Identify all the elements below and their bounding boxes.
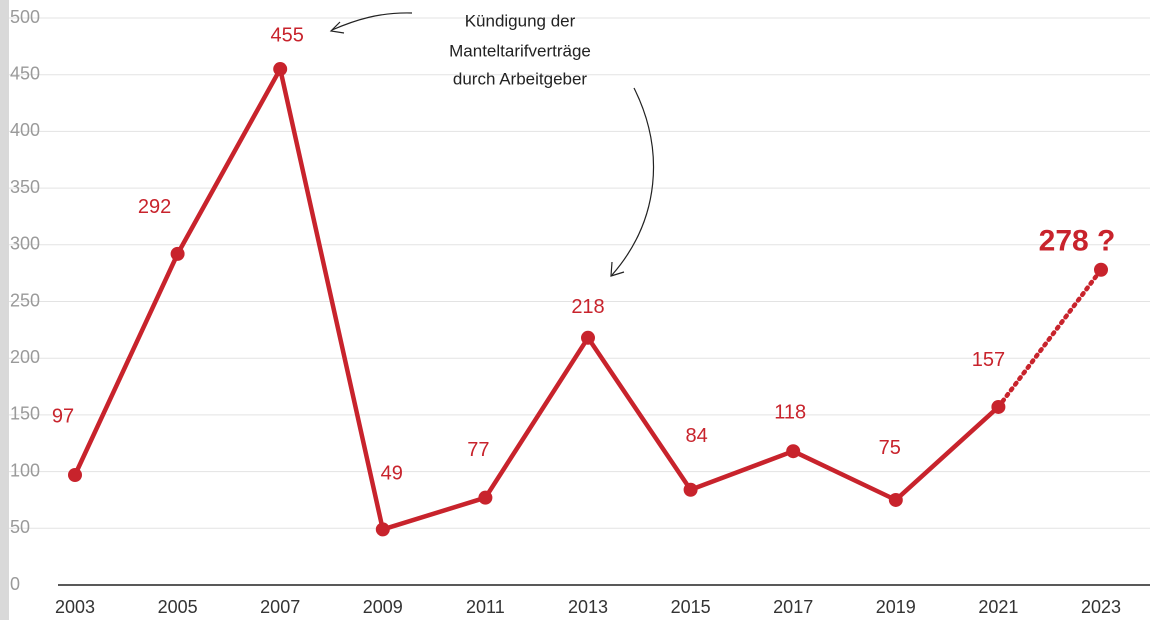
x-tick-label: 2021: [978, 597, 1018, 617]
line: [72, 66, 1000, 532]
point: [273, 62, 288, 77]
side-strip: [0, 0, 9, 620]
x-tick-label: 2011: [466, 597, 505, 617]
marks: 97 292 455 49 77 218 84 118 75 157 278 ?: [52, 24, 1116, 537]
y-tick-label: 100: [10, 460, 40, 480]
y-tick-label: 200: [10, 347, 40, 367]
data-label: 292: [138, 196, 171, 218]
grid: 0 50 100 150 200 250 300 350 400 450 500 2003 2005 20…: [9, 7, 1150, 617]
data-label: 49: [381, 463, 403, 485]
y-tick-label: 300: [10, 234, 40, 254]
data-label: 455: [271, 24, 304, 46]
point: [888, 492, 903, 507]
y-tick-label: 500: [10, 7, 40, 27]
point: [170, 246, 185, 261]
y-tick-label: 400: [10, 120, 40, 140]
y-tick-label: 250: [10, 290, 40, 310]
x-tick-label: 2013: [568, 597, 608, 617]
point: [68, 468, 82, 483]
x-tick-label: 2003: [55, 597, 95, 617]
data-label: 97: [52, 405, 74, 427]
point: [375, 522, 390, 537]
data-label: 77: [467, 439, 489, 461]
annotation: durch Arbeitgeber: [453, 69, 588, 88]
y-tick-label: 0: [10, 574, 20, 594]
annotation: Manteltarifverträge: [449, 41, 591, 60]
point: [478, 490, 493, 505]
x-tick-label: 2009: [363, 597, 403, 617]
x-tick-label: 2007: [260, 597, 300, 617]
x-tick-label: 2019: [876, 597, 916, 617]
arrow-head: [610, 261, 625, 277]
point: [991, 399, 1006, 414]
annotation: Kündigung der: [465, 11, 576, 30]
y-tick-label: 150: [10, 404, 40, 424]
arrow: [611, 87, 655, 276]
arrow-head: [329, 21, 345, 34]
data-label: 84: [685, 425, 707, 447]
point: [1094, 262, 1108, 277]
x-tick-label: 2017: [773, 597, 813, 617]
point: [786, 444, 801, 459]
data-label: 75: [879, 437, 901, 459]
x-tick-label: 2023: [1081, 597, 1121, 617]
y-tick-label: 50: [10, 517, 30, 537]
y-tick-label: 450: [10, 63, 40, 83]
point: [683, 482, 698, 497]
arrow: [331, 12, 413, 31]
point: [581, 330, 595, 345]
data-label: 118: [774, 401, 806, 423]
data-label: 157: [972, 349, 1005, 371]
y-tick-label: 350: [10, 177, 40, 197]
line-dotted: [996, 267, 1104, 410]
data-label: 278 ?: [1039, 225, 1116, 258]
x-tick-label: 2005: [158, 597, 198, 617]
x-tick-label: 2015: [671, 597, 711, 617]
data-label: 218: [571, 296, 604, 318]
